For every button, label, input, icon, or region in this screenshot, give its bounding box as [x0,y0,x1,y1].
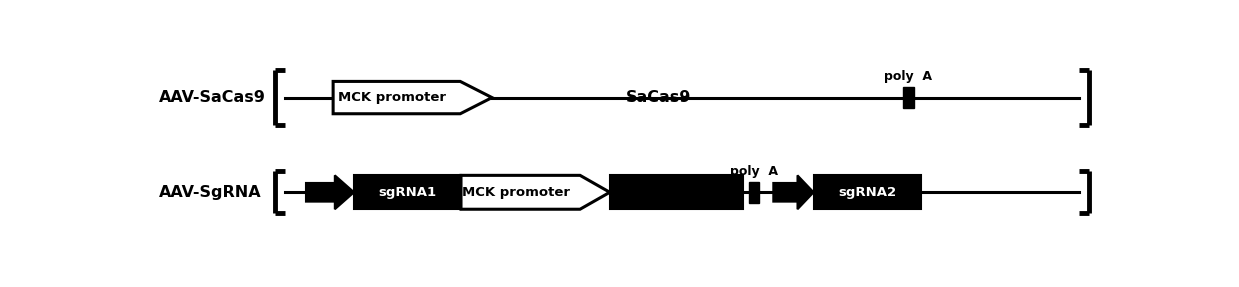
Bar [903,87,913,108]
Text: AAV-SgRNA: AAV-SgRNA [159,185,261,200]
Bar [610,175,743,209]
Polygon shape [306,175,354,209]
Text: sgRNA1: sgRNA1 [378,186,436,199]
Text: sgRNA2: sgRNA2 [838,186,896,199]
Polygon shape [773,175,814,209]
Text: MCK promoter: MCK promoter [462,186,570,199]
Text: MCK promoter: MCK promoter [337,91,446,104]
Text: SaCas9: SaCas9 [626,90,691,105]
Polygon shape [461,175,610,209]
Bar [814,175,921,209]
Text: poly  A: poly A [885,70,932,83]
Bar [354,175,461,209]
Polygon shape [333,82,492,114]
Text: AAV-SaCas9: AAV-SaCas9 [159,90,265,105]
Text: poly  A: poly A [730,165,778,178]
Bar [748,181,760,203]
